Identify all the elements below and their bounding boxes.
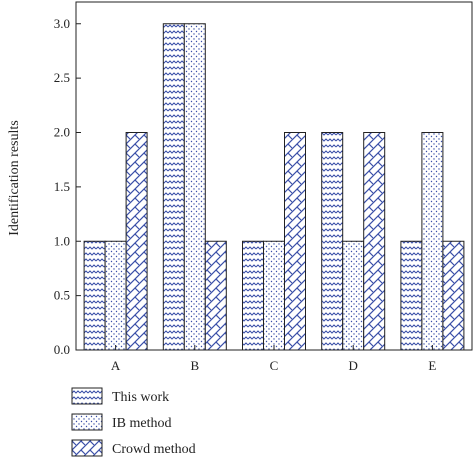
bar-ib-method-d	[342, 240, 365, 351]
legend-swatch-ib-method	[71, 413, 103, 431]
bar-ib-method-e	[421, 132, 444, 351]
y-tick-label: 1.5	[54, 179, 70, 194]
bar-this-work-a	[83, 240, 106, 351]
x-tick-label: B	[190, 358, 199, 373]
x-tick-label: A	[111, 358, 121, 373]
y-tick-label: 0.5	[54, 288, 70, 303]
y-axis: 0.0 0.5 1.0 1.5 2.0 2.5 3.0	[54, 16, 81, 357]
legend: This work IB method Crowd method	[71, 387, 196, 457]
legend-swatch-this-work	[71, 387, 103, 405]
bar-ib-method-b	[183, 23, 206, 351]
bar-crowd-method-d	[363, 132, 386, 351]
y-tick-label: 0.0	[54, 342, 70, 357]
legend-label-ib-method: IB method	[112, 416, 172, 431]
bar-this-work-e	[400, 240, 423, 351]
bar-this-work-b	[162, 23, 185, 351]
bar-crowd-method-a	[125, 132, 148, 351]
legend-swatch-crowd-method	[71, 439, 103, 457]
bar-ib-method-a	[104, 240, 127, 351]
bar-crowd-method-c	[284, 132, 306, 351]
y-tick-label: 3.0	[54, 16, 70, 31]
bar-this-work-c	[242, 240, 264, 351]
bar-crowd-method-e	[442, 240, 465, 351]
y-tick-label: 2.0	[54, 125, 70, 140]
bar-crowd-method-b	[204, 240, 227, 351]
legend-label-this-work: This work	[112, 390, 169, 405]
x-axis: A B C D E	[111, 345, 436, 373]
bar-this-work-d	[321, 132, 344, 351]
y-tick-label: 2.5	[54, 70, 70, 85]
bars-group	[83, 23, 465, 351]
bar-ib-method-c	[263, 240, 285, 351]
x-tick-label: C	[270, 358, 279, 373]
y-axis-title: Identification results	[7, 120, 22, 235]
legend-label-crowd-method: Crowd method	[112, 442, 196, 457]
y-tick-label: 1.0	[54, 233, 70, 248]
x-tick-label: E	[428, 358, 436, 373]
x-tick-label: D	[349, 358, 358, 373]
